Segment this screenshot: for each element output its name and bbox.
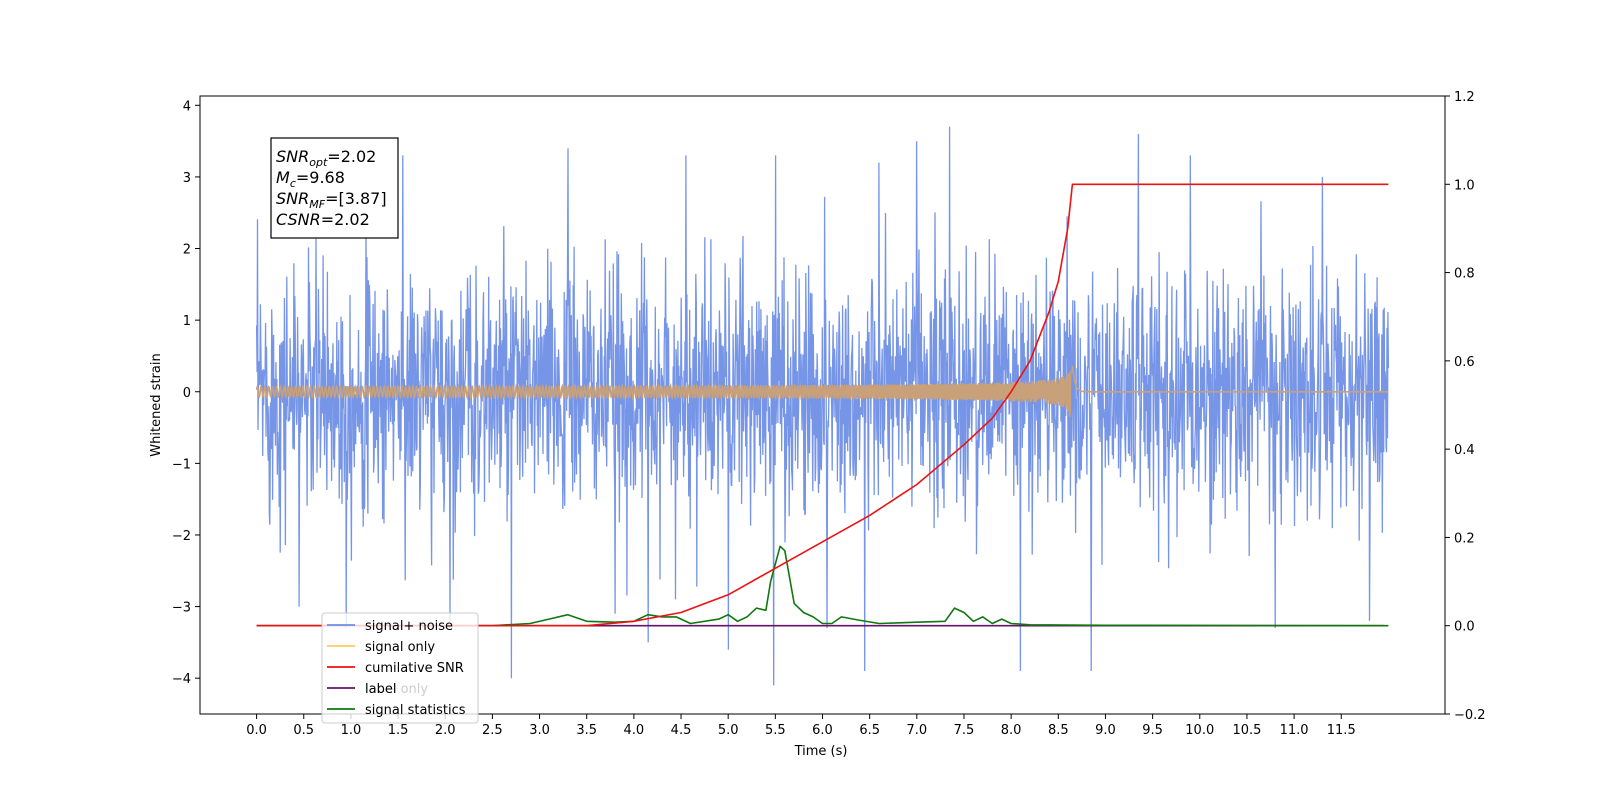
- y-axis-label: Whitened strain: [149, 353, 164, 456]
- x-tick-label: 11.0: [1280, 723, 1309, 738]
- legend-overlap-text: label only: [365, 682, 428, 697]
- x-axis: 0.0 0.5 1.0 1.5 2.0 2.5 3.0 3.5 4.0 4.5 5.0 5.5 6.0 6…: [246, 714, 1356, 738]
- legend-label: signal+ noise: [365, 619, 453, 634]
- y-tick-label: −1: [172, 457, 191, 472]
- y2-tick-label: 0.6: [1454, 355, 1475, 370]
- x-tick-label: 2.0: [435, 723, 456, 738]
- x-tick-label: 4.5: [671, 723, 692, 738]
- y-axis-right: −0.2 0.0 0.2 0.4 0.6 0.8 1.0 1.2: [1445, 90, 1486, 723]
- x-tick-label: 1.5: [388, 723, 409, 738]
- series-signal-noise: [255, 126, 1390, 686]
- annotation-line: Mc=9.68: [276, 168, 345, 190]
- legend-label: cumilative SNR: [365, 661, 464, 676]
- x-tick-label: 3.5: [576, 723, 597, 738]
- x-tick-label: 7.5: [954, 723, 975, 738]
- y-axis-left: −4 −3 −2 −1 0 1 2 3 4: [172, 99, 200, 687]
- x-tick-label: 4.0: [624, 723, 645, 738]
- y2-tick-label: 1.2: [1454, 90, 1475, 105]
- y-tick-label: 0: [183, 386, 191, 401]
- x-tick-label: 5.5: [765, 723, 786, 738]
- x-tick-label: 9.0: [1095, 723, 1116, 738]
- y-tick-label: 3: [183, 171, 191, 186]
- y2-tick-label: 0.4: [1454, 443, 1475, 458]
- legend-label: signal statistics: [365, 703, 466, 718]
- series-cumulative-snr: [256, 183, 1389, 627]
- y2-tick-label: −0.2: [1454, 708, 1486, 723]
- x-tick-label: 3.0: [529, 723, 550, 738]
- annotation-line: CSNR=2.02: [276, 210, 370, 229]
- legend-label: label: [365, 682, 396, 697]
- x-tick-label: 10.5: [1232, 723, 1261, 738]
- x-tick-label: 2.5: [482, 723, 503, 738]
- x-tick-label: 11.5: [1327, 723, 1356, 738]
- legend: signal+ noise signal only cumilative SNR la…: [321, 612, 479, 724]
- y-tick-label: 2: [183, 243, 191, 258]
- y-tick-label: −2: [172, 529, 191, 544]
- y2-tick-label: 0.0: [1454, 620, 1475, 635]
- y2-tick-label: 0.2: [1454, 531, 1475, 546]
- y-tick-label: −3: [172, 601, 191, 616]
- x-tick-label: 0.0: [246, 723, 267, 738]
- series-layer: [255, 126, 1390, 686]
- annotation-line: SNRMF=[3.87]: [276, 189, 387, 211]
- y-tick-label: 1: [183, 314, 191, 329]
- x-tick-label: 6.0: [812, 723, 833, 738]
- x-tick-label: 9.5: [1142, 723, 1163, 738]
- x-tick-label: 8.5: [1048, 723, 1069, 738]
- x-tick-label: 10.0: [1185, 723, 1214, 738]
- annotation-line: SNRopt=2.02: [276, 147, 376, 169]
- series-signal-only: [255, 365, 1389, 417]
- x-tick-label: 0.5: [293, 723, 314, 738]
- x-tick-label: 5.0: [718, 723, 739, 738]
- x-tick-label: 7.0: [906, 723, 927, 738]
- x-tick-label: 6.5: [859, 723, 880, 738]
- legend-frame: [321, 612, 479, 724]
- x-tick-label: 8.0: [1001, 723, 1022, 738]
- y-tick-label: −4: [172, 672, 191, 687]
- y-tick-label: 4: [183, 99, 191, 114]
- y2-tick-label: 0.8: [1454, 267, 1475, 282]
- x-axis-label: Time (s): [794, 744, 848, 759]
- y2-tick-label: 1.0: [1454, 178, 1475, 193]
- x-tick-label: 1.0: [341, 723, 362, 738]
- legend-label: signal only: [365, 640, 435, 655]
